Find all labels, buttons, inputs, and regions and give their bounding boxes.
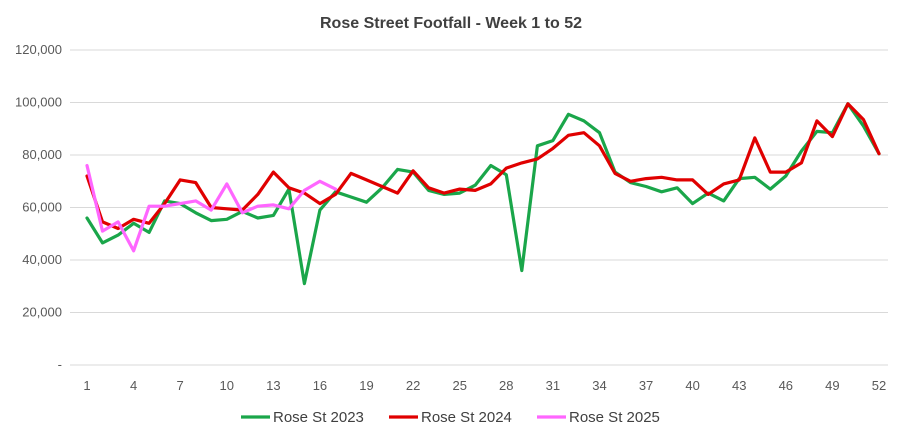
legend-label: Rose St 2025: [569, 409, 660, 426]
series-line-2[interactable]: [85, 102, 881, 231]
x-tick-label: 7: [177, 378, 184, 393]
legend-item[interactable]: Rose St 2023: [241, 409, 364, 426]
x-tick-label: 25: [452, 378, 466, 393]
y-tick-label: 80,000: [22, 147, 62, 162]
x-tick-label: 10: [220, 378, 234, 393]
y-tick-label: 120,000: [15, 42, 62, 57]
x-tick-label: 34: [592, 378, 606, 393]
series-lines: [85, 102, 881, 286]
x-tick-label: 28: [499, 378, 513, 393]
x-tick-label: 52: [872, 378, 886, 393]
x-tick-label: 49: [825, 378, 839, 393]
x-tick-label: 13: [266, 378, 280, 393]
y-tick-label: 20,000: [22, 305, 62, 320]
x-tick-label: 37: [639, 378, 653, 393]
y-tick-label: 60,000: [22, 200, 62, 215]
x-tick-label: 22: [406, 378, 420, 393]
series-line-1[interactable]: [85, 102, 881, 286]
y-tick-label: 100,000: [15, 95, 62, 110]
y-tick-label: -: [58, 357, 62, 372]
legend-item[interactable]: Rose St 2025: [537, 409, 660, 426]
chart-title: Rose Street Footfall - Week 1 to 52: [320, 15, 582, 32]
x-tick-label: 31: [546, 378, 560, 393]
gridlines: [70, 49, 888, 366]
legend-label: Rose St 2024: [421, 409, 512, 426]
series-line-3[interactable]: [85, 163, 338, 253]
x-tick-label: 19: [359, 378, 373, 393]
x-tick-label: 4: [130, 378, 137, 393]
y-tick-label: 40,000: [22, 252, 62, 267]
x-tick-label: 1: [83, 378, 90, 393]
legend-label: Rose St 2023: [273, 409, 364, 426]
x-axis: 1 4 7 10 13 16 19 22 25 28 31 34 37 40 43 46 49 52: [83, 378, 886, 393]
x-tick-label: 40: [685, 378, 699, 393]
x-tick-label: 43: [732, 378, 746, 393]
y-axis: - 20,000 40,000 60,000 80,000 100,000 120,000: [15, 42, 62, 372]
legend-item[interactable]: Rose St 2024: [389, 409, 512, 426]
legend[interactable]: Rose St 2023 Rose St 2024 Rose St 2025: [241, 409, 660, 426]
x-tick-label: 16: [313, 378, 327, 393]
x-tick-label: 46: [779, 378, 793, 393]
